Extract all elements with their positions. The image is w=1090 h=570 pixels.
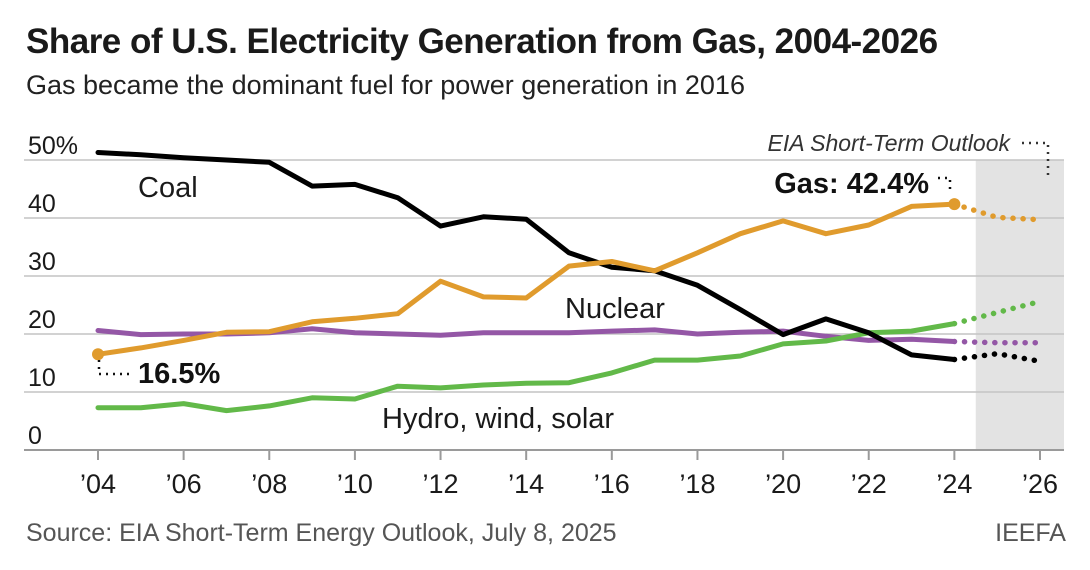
- gas-end-marker: [948, 198, 961, 211]
- forecast-label: EIA Short-Term Outlook: [768, 130, 1012, 156]
- y-axis-tick-labels: 50% 40 30 20 10 0: [28, 132, 78, 450]
- series-forecast-nuclear: [951, 338, 1043, 346]
- y-tick-label: 30: [28, 248, 56, 276]
- series-forecast-coal: [951, 350, 1043, 365]
- series-line-hydro-wind-solar: [95, 321, 957, 414]
- gas-start-marker: [92, 348, 104, 361]
- x-tick-label: ’26: [1022, 469, 1058, 499]
- x-tick-label: ’12: [423, 469, 459, 499]
- forecast-label-leader: [1022, 141, 1050, 178]
- y-tick-label: 10: [28, 364, 56, 392]
- gas-end-leader: [938, 176, 952, 194]
- y-tick-label: 40: [28, 190, 56, 218]
- series-line-coal: [95, 150, 957, 362]
- series-label-coal: Coal: [138, 172, 198, 204]
- x-tick-label: ’24: [936, 469, 972, 499]
- gas-end-annotation: Gas: 42.4%: [774, 168, 929, 200]
- chart-subtitle: Gas became the dominant fuel for power g…: [26, 70, 745, 100]
- series-label-renewables: Hydro, wind, solar: [382, 403, 614, 435]
- series-forecast-gas: [951, 201, 1043, 223]
- y-tick-label: 50%: [28, 132, 78, 160]
- x-tick-label: ’22: [851, 469, 887, 499]
- forecast-shading: [975, 160, 1064, 450]
- x-tick-label: ’18: [679, 469, 715, 499]
- x-tick-label: ’04: [80, 469, 116, 499]
- source-note: Source: EIA Short-Term Energy Outlook, J…: [26, 519, 617, 547]
- gas-start-leader: [97, 360, 132, 376]
- y-tick-label: 0: [28, 422, 42, 450]
- series-lines: [92, 150, 1043, 414]
- x-axis-tick-labels: ’04 ’06 ’08 ’10 ’12 ’14 ’16 ’18 ’20 ’22 ’24 ’26: [80, 450, 1058, 499]
- x-tick-label: ’20: [765, 469, 801, 499]
- y-tick-label: 20: [28, 306, 56, 334]
- series-label-nuclear: Nuclear: [565, 293, 665, 325]
- x-tick-label: ’10: [337, 469, 373, 499]
- x-tick-label: ’06: [166, 469, 202, 499]
- x-tick-label: ’08: [251, 469, 287, 499]
- series-line-gas: [95, 201, 957, 357]
- x-tick-label: ’14: [508, 469, 544, 499]
- x-tick-label: ’16: [594, 469, 630, 499]
- gas-start-annotation: 16.5%: [138, 358, 220, 390]
- brand-logo-text: IEEFA: [995, 519, 1066, 547]
- chart-title: Share of U.S. Electricity Generation fro…: [26, 22, 938, 61]
